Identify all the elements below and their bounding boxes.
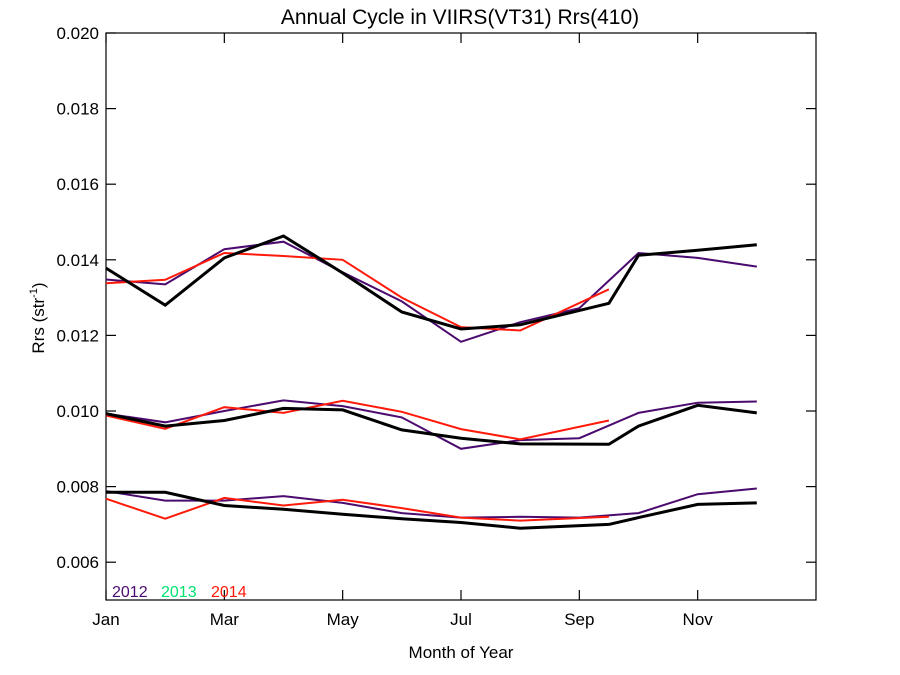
series-line-2014-4 — [105, 399, 610, 441]
series-line-mean-2 — [105, 234, 757, 331]
series-line-2012-0 — [105, 240, 757, 343]
y-axis-label-sup: -1 — [28, 288, 40, 298]
y-tick-label: 0.008 — [56, 478, 99, 497]
x-tick-label: Nov — [683, 610, 714, 629]
x-tick-label: May — [327, 610, 360, 629]
y-tick-label: 0.014 — [56, 251, 99, 270]
x-axis: Jan Mar May Jul Sep Nov — [92, 33, 713, 629]
y-axis: 0.006 0.008 0.010 0.012 0.014 0.016 0.018 0.020 — [56, 24, 816, 572]
plot-frame — [105, 32, 817, 601]
y-axis-label-close: ) — [29, 282, 48, 288]
x-tick-label: Mar — [210, 610, 240, 629]
series-line-2012-3 — [105, 399, 757, 450]
series-layer — [105, 234, 757, 530]
series-line-2014-1 — [105, 251, 610, 332]
legend-item-2013: 2013 — [161, 584, 197, 601]
series-line-mean-8 — [106, 490, 757, 530]
x-axis-label: Month of Year — [409, 643, 514, 662]
y-tick-label: 0.012 — [56, 326, 99, 345]
legend: 2012 2013 2014 — [112, 584, 247, 601]
series-line-mean-5 — [105, 403, 757, 446]
y-tick-label: 0.010 — [56, 402, 99, 421]
x-tick-label: Jan — [92, 610, 119, 629]
legend-item-2012: 2012 — [112, 584, 148, 601]
y-axis-label-main: Rrs (str — [29, 298, 48, 354]
x-tick-label: Sep — [564, 610, 594, 629]
y-tick-label: 0.016 — [56, 175, 99, 194]
series-line-2014-7 — [105, 496, 609, 522]
y-tick-label: 0.020 — [56, 24, 99, 43]
y-tick-label: 0.018 — [56, 100, 99, 119]
y-tick-label: 0.006 — [56, 553, 99, 572]
y-axis-label: Rrs (str-1) — [28, 282, 48, 353]
legend-item-2014: 2014 — [211, 584, 247, 601]
chart-title: Annual Cycle in VIIRS(VT31) Rrs(410) — [281, 6, 639, 29]
x-tick-label: Jul — [450, 610, 472, 629]
